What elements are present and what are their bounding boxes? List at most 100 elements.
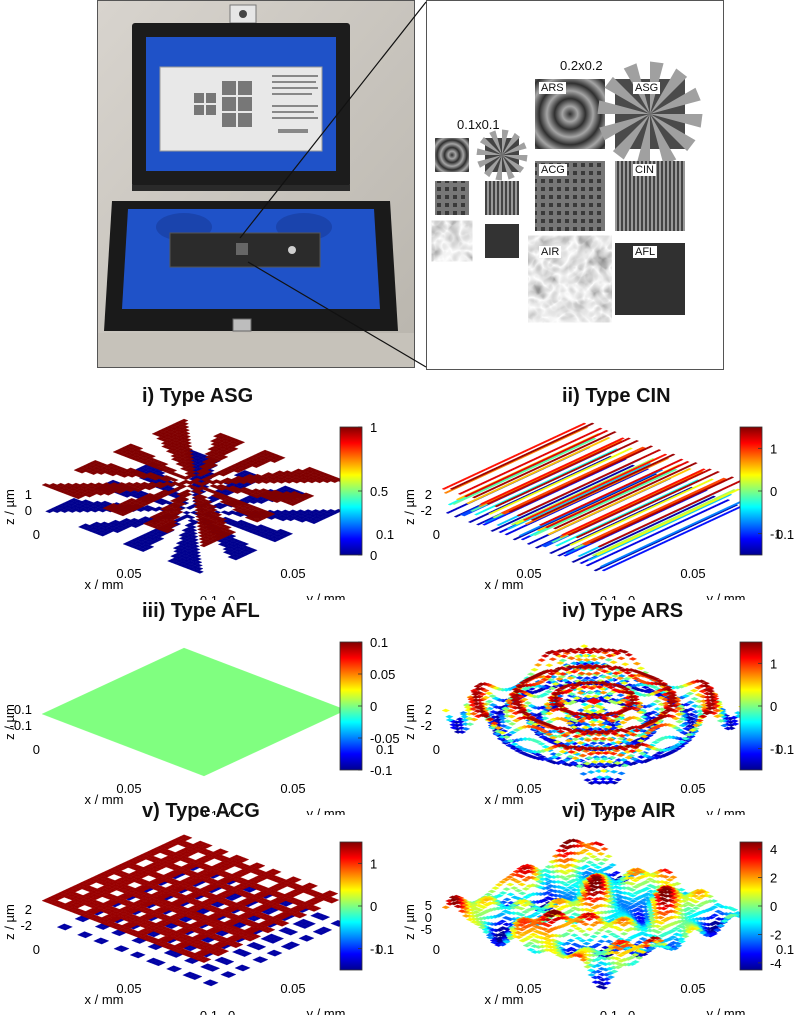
surface-cell — [90, 508, 100, 513]
surface-cell — [286, 517, 295, 522]
surface-cell — [120, 474, 129, 478]
tile-label-acg: ACG — [539, 164, 567, 176]
surface-cell — [113, 529, 122, 534]
surface-cell — [77, 469, 86, 474]
surface-cell — [246, 480, 256, 485]
surface-cell — [85, 493, 94, 498]
surface-cell — [196, 473, 205, 477]
surface-cell — [267, 516, 276, 520]
surface-cell — [115, 490, 124, 494]
surface-cell — [224, 511, 233, 516]
surface-cell — [60, 509, 69, 513]
surface-cell — [278, 517, 288, 522]
large-asg — [597, 61, 703, 167]
surface-cell — [249, 500, 258, 504]
surface-cell — [131, 524, 140, 528]
surface-cell — [118, 512, 127, 517]
surface-cell — [252, 518, 262, 523]
surface-cell — [83, 509, 92, 513]
surface — [441, 422, 747, 572]
surface-cell — [162, 478, 172, 482]
surface-cell — [288, 502, 297, 506]
surface-cell — [218, 472, 228, 477]
surface-cell — [254, 480, 263, 484]
surface-cell — [163, 529, 172, 534]
x-tick: 0.05 — [116, 566, 141, 581]
surface-cell — [231, 480, 240, 485]
surface-cell — [199, 543, 208, 548]
surface-cell — [233, 469, 243, 473]
surface-cell — [269, 480, 278, 484]
group-label-large: 0.2x0.2 — [560, 58, 603, 73]
surface-cell — [133, 488, 143, 492]
surface-cell — [233, 490, 242, 494]
surface-cell — [126, 488, 135, 493]
surface-cell — [127, 474, 137, 478]
tile-label-air: AIR — [539, 246, 562, 258]
surface-cell — [300, 479, 309, 484]
small-asg — [476, 129, 528, 181]
surface-cell — [272, 499, 281, 503]
case-photo-drawing — [98, 1, 414, 367]
surface-cell — [216, 480, 225, 485]
surface-cell — [75, 509, 84, 513]
surface-cell — [98, 508, 107, 513]
surface-cell — [195, 490, 204, 495]
surface-cell — [195, 570, 204, 574]
surface-cell — [122, 494, 132, 498]
surface-cell — [67, 509, 77, 513]
surface-cell — [309, 520, 318, 525]
tile-label-asg: ASG — [633, 82, 661, 94]
surface-cell — [330, 479, 339, 483]
surface-cell — [322, 479, 332, 484]
surface-cell — [197, 482, 207, 487]
x-tick: 0 — [33, 527, 40, 542]
y-tick: 0 — [228, 593, 235, 600]
colorbar-tick: 0 — [370, 548, 377, 563]
surface-cell — [217, 487, 226, 491]
group-label-small: 0.1x0.1 — [457, 117, 500, 132]
tile-label-cin: CIN — [633, 164, 656, 176]
front-clasp — [232, 318, 252, 332]
surface-cell — [284, 479, 294, 484]
surface-cell — [151, 476, 160, 481]
surface-cell — [138, 548, 148, 552]
surface-cell — [96, 492, 105, 496]
surface-cell — [315, 479, 324, 484]
surface — [41, 418, 347, 574]
surface-cell — [139, 475, 148, 480]
surface-cell — [231, 556, 240, 561]
surface-cell — [167, 483, 176, 487]
surface-cell — [98, 532, 107, 537]
surface-cell — [143, 508, 153, 512]
surface-cell — [262, 480, 271, 484]
case-photo — [97, 0, 415, 368]
surface-cell — [52, 509, 62, 513]
surface-cell — [215, 505, 225, 510]
surface-cell — [307, 479, 316, 484]
surface-plot-i: 00.050.100.050.1x / mmy / mmz / µm1010.5… — [2, 418, 394, 600]
surface-cell — [270, 538, 279, 543]
surface-cell — [103, 491, 113, 496]
z-tick: 0 — [25, 503, 32, 518]
surface-cell — [89, 471, 98, 475]
zoom-panel: 0.1x0.1 0.2x0.2 — [426, 0, 724, 370]
surface-cell — [251, 464, 261, 468]
z-tick: 1 — [25, 487, 32, 502]
x-tick: 0.1 — [200, 593, 218, 600]
surface-cell — [136, 508, 145, 512]
surface-cell — [297, 519, 307, 523]
surface-cell — [108, 472, 117, 477]
surface-cell — [181, 476, 190, 481]
y-tick: 0.05 — [280, 566, 305, 581]
surface-cell — [187, 515, 196, 520]
surface-cell — [156, 484, 165, 489]
surface-cell — [224, 480, 233, 485]
surface-cell — [292, 479, 301, 484]
surface-cell — [151, 508, 160, 512]
surface-cell — [186, 481, 195, 485]
surface-cell — [208, 480, 218, 485]
colorbar-tick: 1 — [370, 420, 377, 435]
x-axis-label: x / mm — [85, 577, 124, 592]
